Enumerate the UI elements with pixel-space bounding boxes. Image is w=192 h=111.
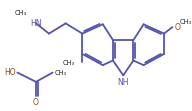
Text: HN: HN [30,19,42,28]
Text: CH₃: CH₃ [63,60,75,66]
Text: O: O [174,23,180,32]
Text: CH₃: CH₃ [180,19,192,25]
Text: CH₃: CH₃ [15,10,27,16]
Text: HO: HO [4,68,16,77]
Text: CH₃: CH₃ [55,70,67,76]
Text: O: O [33,98,39,107]
Text: NH: NH [118,78,129,87]
